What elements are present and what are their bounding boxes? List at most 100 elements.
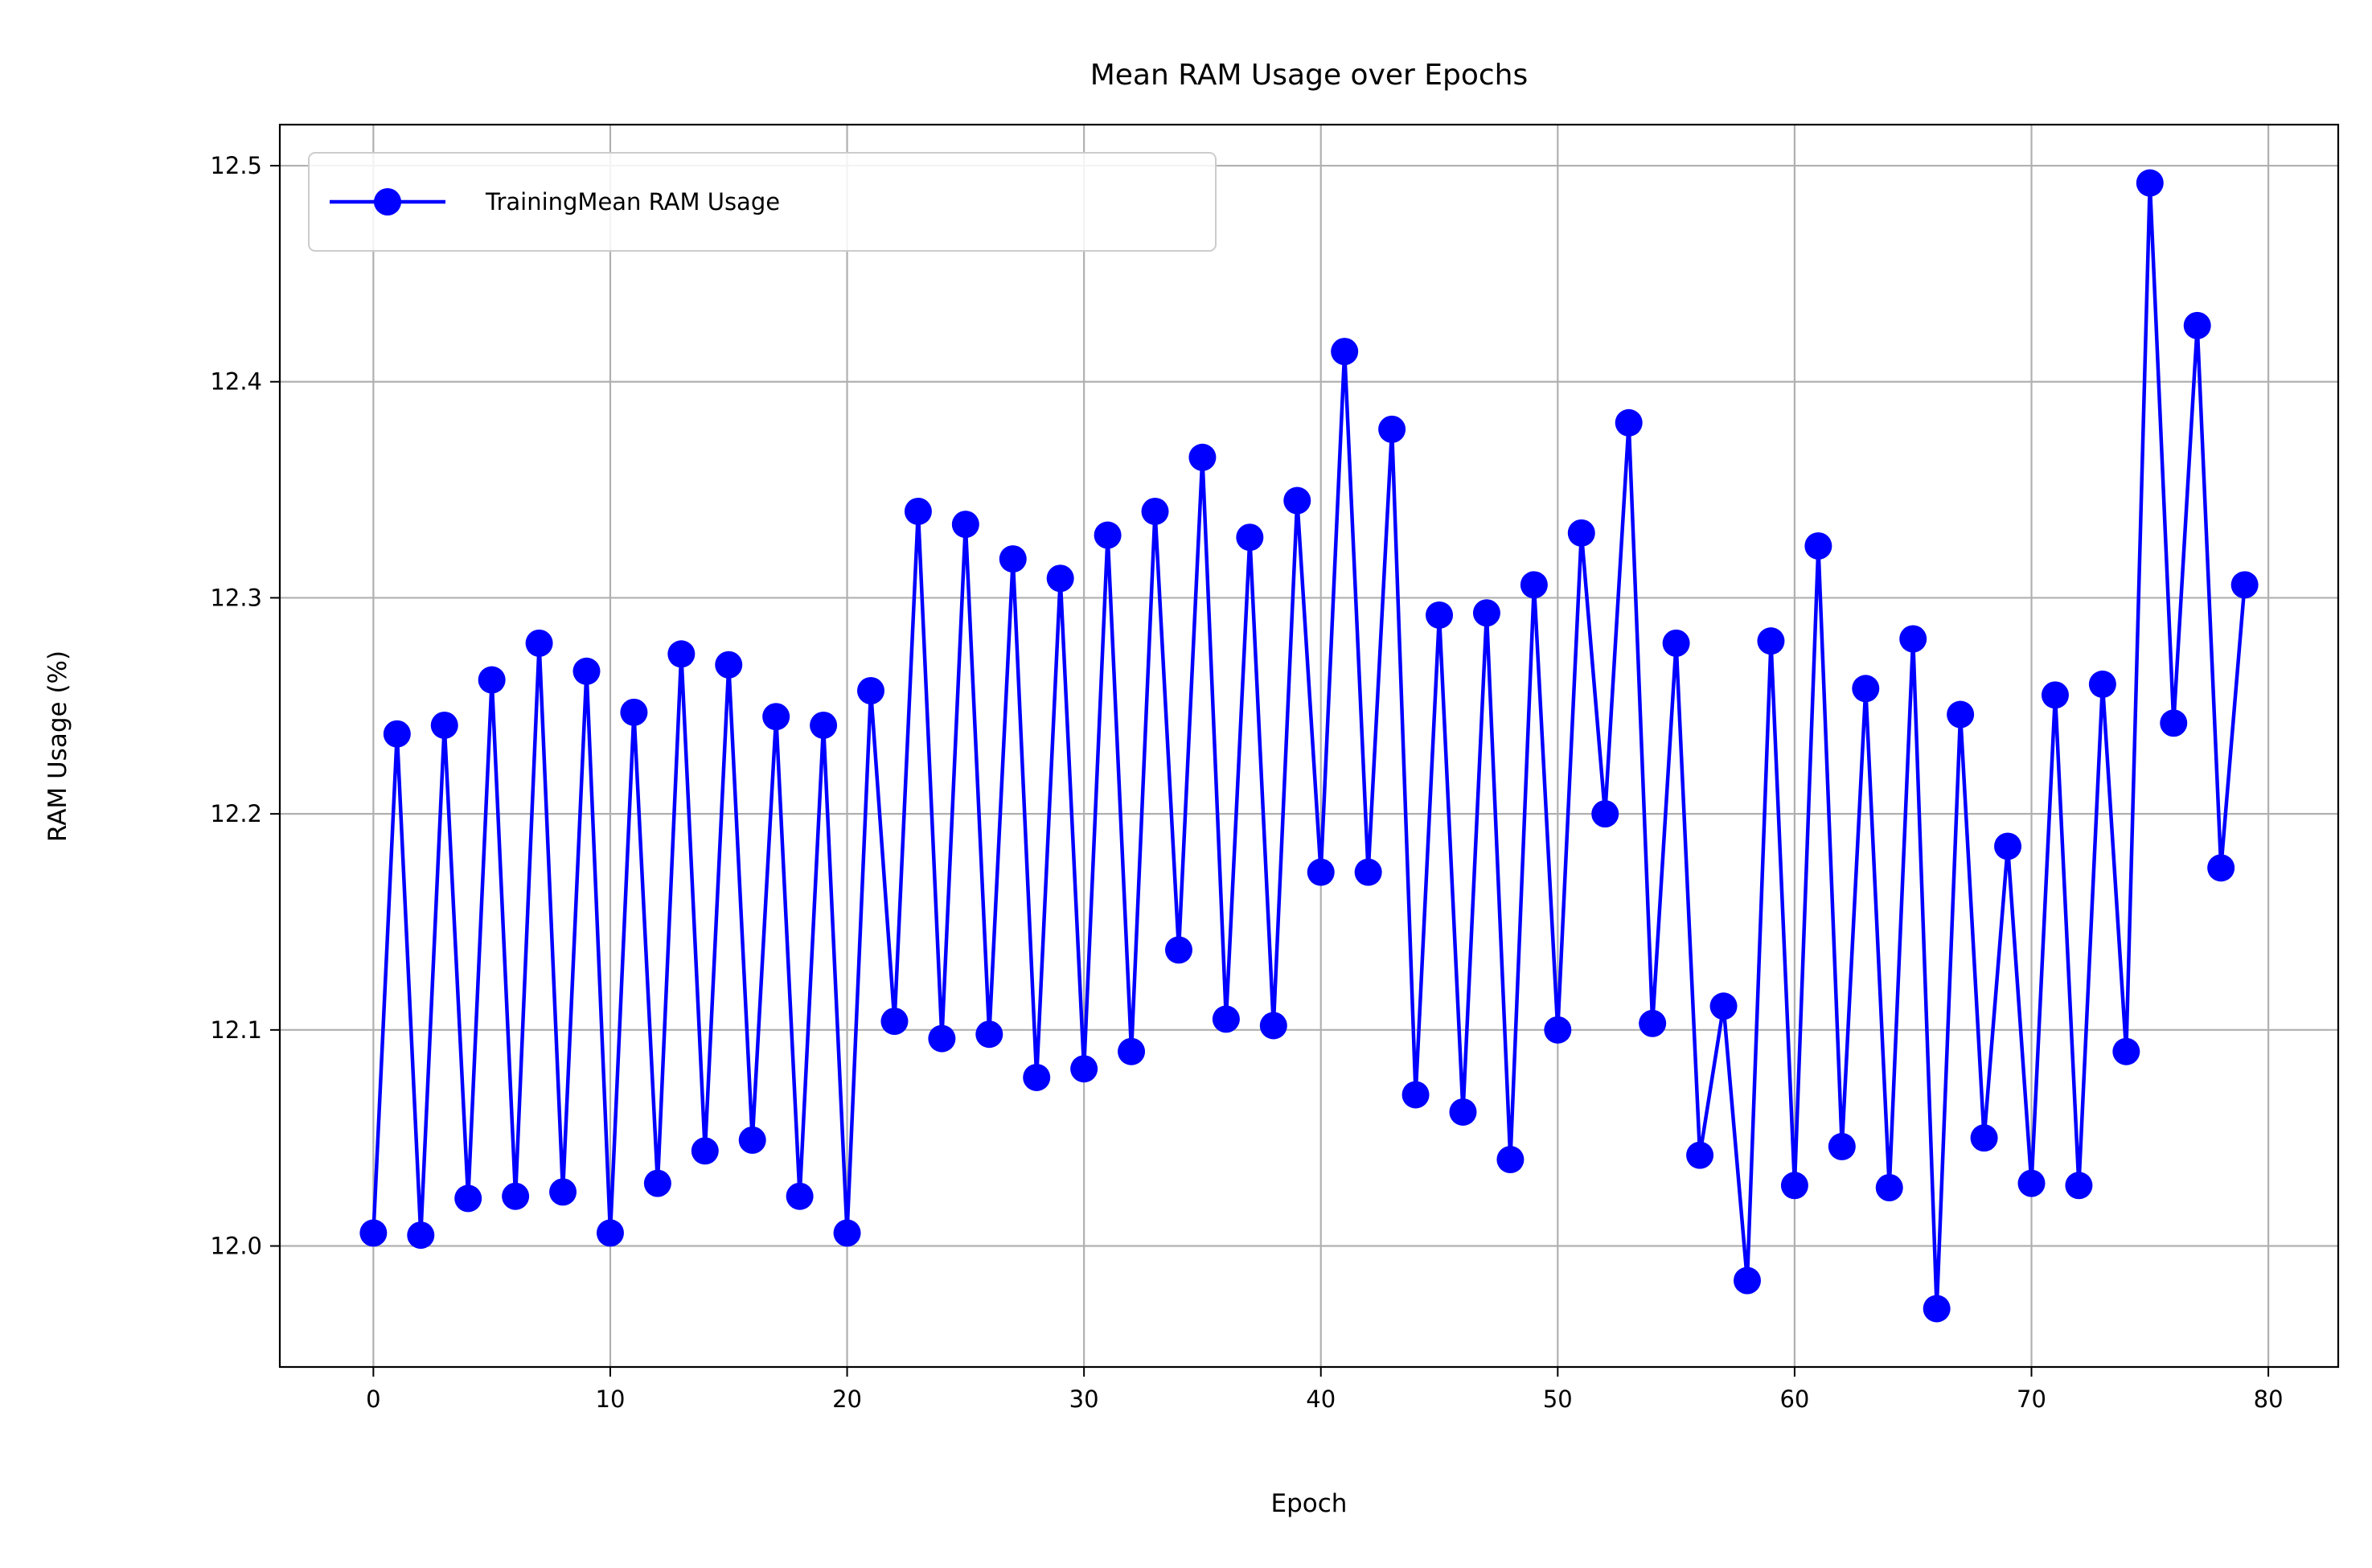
- data-point: [762, 703, 790, 731]
- data-point: [667, 640, 696, 668]
- data-point: [1164, 936, 1192, 964]
- y-tick-label: 12.4: [210, 368, 262, 396]
- data-point: [1757, 627, 1785, 655]
- data-point: [1188, 443, 1217, 471]
- data-point: [1686, 1141, 1714, 1169]
- data-point: [1472, 599, 1500, 627]
- data-point: [975, 1020, 1003, 1049]
- legend-box: [308, 152, 1217, 252]
- data-point: [2230, 571, 2259, 599]
- data-point: [1852, 675, 1880, 703]
- axis-ticks: 0 10 20 30 40 50 60 70 80 12.0 12.1 12.2 12.3 12.4 12.…: [210, 152, 2283, 1413]
- data-point: [2207, 854, 2235, 882]
- data-point: [478, 666, 506, 694]
- chart-title: Mean RAM Usage over Epochs: [1090, 59, 1529, 92]
- data-point: [1046, 564, 1074, 593]
- data-point: [1141, 497, 1169, 525]
- x-tick-label: 20: [832, 1385, 862, 1413]
- data-point: [1567, 519, 1595, 547]
- data-point: [951, 511, 979, 539]
- data-point: [1899, 625, 1927, 653]
- data-point: [1259, 1012, 1287, 1040]
- x-tick-label: 80: [2254, 1385, 2284, 1413]
- data-point: [2065, 1172, 2093, 1200]
- data-point: [1828, 1132, 1856, 1160]
- x-tick-label: 60: [1779, 1385, 1809, 1413]
- data-point: [596, 1219, 624, 1247]
- data-point: [1970, 1124, 1998, 1152]
- data-point: [1094, 521, 1122, 549]
- data-point: [2183, 311, 2211, 339]
- x-tick-label: 40: [1306, 1385, 1336, 1413]
- x-tick-label: 10: [596, 1385, 626, 1413]
- data-point: [1994, 832, 2022, 860]
- data-point: [1307, 858, 1335, 886]
- data-point: [1709, 992, 1738, 1020]
- legend-marker-swatch: [374, 188, 401, 215]
- data-point: [572, 657, 601, 685]
- y-tick-label: 12.5: [210, 152, 262, 179]
- data-point: [1520, 571, 1548, 599]
- grid: [280, 125, 2338, 1367]
- plot-area-frame: [278, 123, 2340, 1369]
- data-point: [928, 1024, 956, 1053]
- data-point: [1923, 1295, 1951, 1323]
- x-tick-label: 30: [1069, 1385, 1099, 1413]
- data-point: [904, 497, 932, 525]
- data-point: [2041, 681, 2069, 709]
- data-point: [1070, 1055, 1098, 1083]
- data-point: [1283, 486, 1311, 515]
- y-axis-label: RAM Usage (%): [43, 651, 72, 842]
- data-point: [715, 651, 743, 679]
- data-point: [454, 1184, 482, 1213]
- data-point: [1733, 1266, 1761, 1295]
- data-point: [786, 1182, 814, 1210]
- data-point: [1354, 858, 1382, 886]
- data-point: [1212, 1005, 1240, 1033]
- data-point: [1639, 1009, 1667, 1037]
- data-point: [359, 1219, 388, 1247]
- data-point: [643, 1169, 671, 1197]
- y-tick-label: 12.1: [210, 1016, 262, 1044]
- data-point: [738, 1126, 766, 1154]
- data-point: [1426, 601, 1454, 629]
- data-point: [833, 1219, 861, 1247]
- data-point: [880, 1008, 909, 1036]
- data-point: [1947, 700, 1975, 729]
- data-point: [1615, 408, 1643, 437]
- data-point: [1780, 1172, 1808, 1200]
- data-point: [1118, 1037, 1146, 1065]
- data-point: [1804, 532, 1832, 560]
- x-tick-label: 70: [2017, 1385, 2046, 1413]
- y-tick-label: 12.0: [210, 1233, 262, 1260]
- data-point: [502, 1182, 530, 1210]
- data-point: [549, 1178, 577, 1206]
- data-point: [1378, 415, 1406, 443]
- data-point: [1544, 1016, 1572, 1044]
- data-point: [810, 711, 838, 739]
- x-tick-label: 0: [366, 1385, 380, 1413]
- data-point: [1662, 629, 1690, 657]
- data-point: [2160, 709, 2188, 737]
- x-axis-label: Epoch: [1271, 1489, 1348, 1518]
- data-point: [1236, 523, 1264, 552]
- data-point: [691, 1137, 719, 1165]
- data-point: [999, 545, 1027, 573]
- y-tick-label: 12.3: [210, 584, 262, 611]
- data-point: [383, 720, 411, 748]
- data-point: [525, 629, 553, 657]
- legend: TrainingMean RAM Usage: [308, 152, 1217, 252]
- data-series: [359, 169, 2259, 1323]
- data-point: [2112, 1037, 2140, 1065]
- data-point: [2088, 670, 2116, 698]
- data-point: [1591, 800, 1619, 828]
- data-point: [1331, 338, 1359, 366]
- data-point: [1496, 1146, 1525, 1174]
- legend-label: TrainingMean RAM Usage: [485, 188, 780, 215]
- data-point: [1875, 1173, 1903, 1201]
- data-point: [430, 711, 458, 739]
- data-point: [2017, 1169, 2046, 1197]
- data-point: [857, 676, 885, 704]
- data-point: [1023, 1063, 1051, 1091]
